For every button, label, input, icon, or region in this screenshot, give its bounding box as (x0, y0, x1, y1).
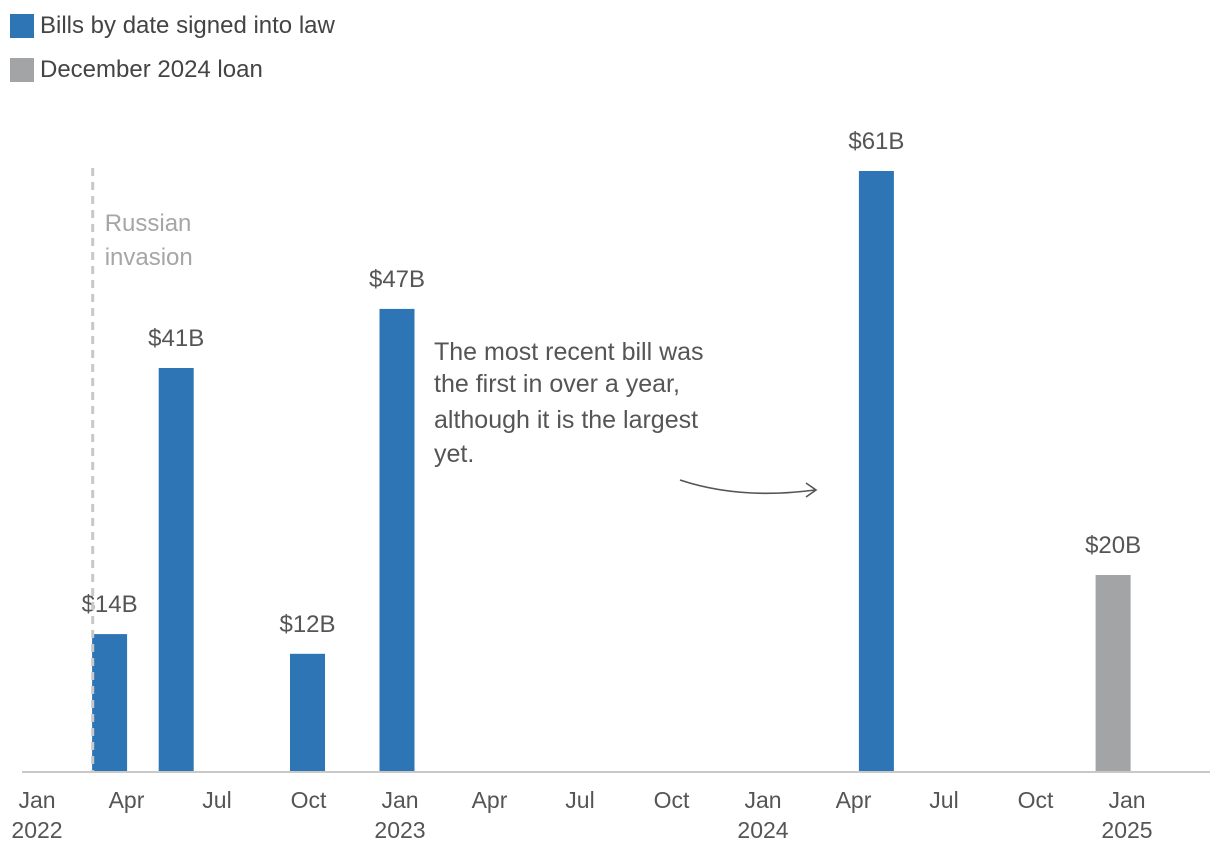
x-tick-month-2: Jul (202, 787, 231, 813)
legend-label-loan: December 2024 loan (40, 56, 263, 83)
annotation-arrowhead (805, 482, 818, 498)
legend-label-bills: Bills by date signed into law (40, 12, 335, 39)
x-tick-month-3: Oct (291, 787, 327, 813)
x-tick-month-0: Jan (18, 787, 55, 813)
legend-item-loan: December 2024 loan (10, 54, 335, 86)
x-tick-month-7: Oct (654, 787, 690, 813)
x-axis-ticks: Jan 2022 Apr Jul Oct Jan 2023 Apr Jul Oct Jan 2024 A… (11, 787, 1152, 843)
annotation-line-4: yet. (434, 440, 474, 468)
x-tick-month-4: Jan (381, 787, 418, 813)
legend-item-bills: Bills by date signed into law (10, 10, 335, 42)
x-tick-year-8: 2024 (737, 817, 788, 843)
bar-label-bill-4: $61B (848, 128, 904, 155)
bar-label-loan-0: $20B (1085, 532, 1141, 559)
event-label-line-1: Russian (105, 210, 192, 237)
legend-swatch-bills (10, 14, 34, 38)
annotation-arrow (679, 479, 816, 495)
bar-bill-4 (858, 171, 894, 772)
annotation-line-2: the first in over a year, (434, 370, 680, 398)
bar-bill-1 (158, 368, 194, 772)
annotation-line-3: although it is the largest (434, 406, 698, 434)
event-marker: Russian invasion (91, 168, 193, 772)
bar-bill-0 (92, 634, 128, 772)
x-tick-year-0: 2022 (11, 817, 62, 843)
bar-labels-group: $14B $41B $12B $47B $61B $20B (82, 128, 1142, 638)
annotation: The most recent bill was the first in ov… (434, 338, 818, 498)
x-tick-month-10: Jul (929, 787, 958, 813)
bar-loan-0 (1095, 575, 1131, 772)
bar-label-bill-0: $14B (82, 591, 138, 618)
x-tick-year-12: 2025 (1101, 817, 1152, 843)
x-tick-month-11: Oct (1018, 787, 1054, 813)
x-tick-month-5: Apr (472, 787, 508, 813)
x-tick-month-9: Apr (836, 787, 872, 813)
x-tick-month-12: Jan (1108, 787, 1145, 813)
bars-group (92, 171, 1131, 772)
legend-swatch-loan (10, 58, 34, 82)
bar-label-bill-2: $12B (279, 611, 335, 638)
x-tick-month-1: Apr (109, 787, 145, 813)
annotation-line-1: The most recent bill was (434, 338, 704, 366)
bar-bill-2 (290, 653, 325, 772)
event-label-line-2: invasion (105, 244, 193, 271)
bar-label-bill-3: $47B (369, 266, 425, 293)
bar-label-bill-1: $41B (148, 325, 204, 352)
legend: Bills by date signed into law December 2… (10, 10, 335, 98)
x-tick-month-8: Jan (744, 787, 781, 813)
bar-bill-3 (379, 308, 415, 772)
x-tick-year-4: 2023 (374, 817, 425, 843)
x-tick-month-6: Jul (565, 787, 594, 813)
